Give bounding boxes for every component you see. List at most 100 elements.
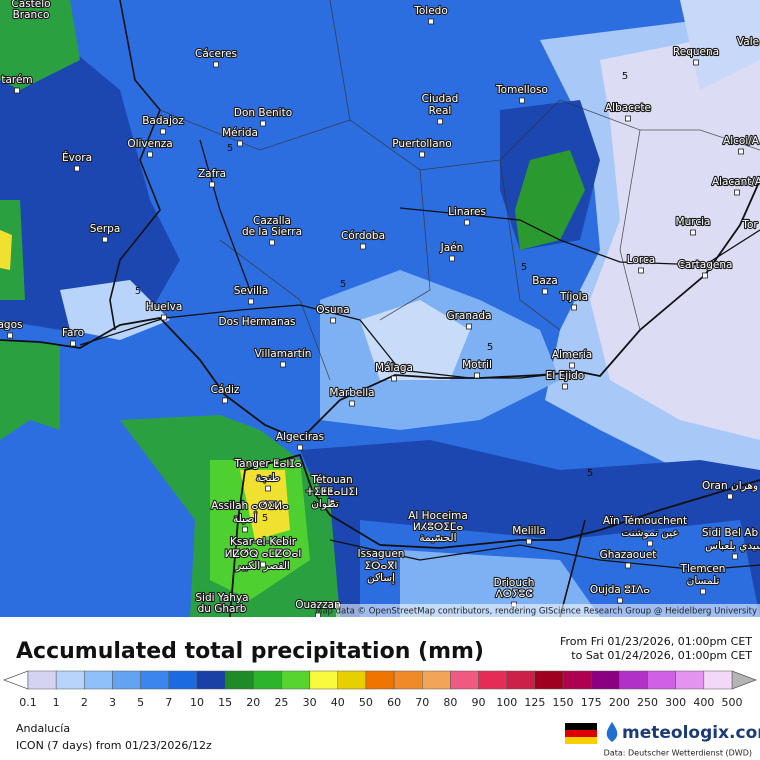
city-label: Sidi Bel Ab	[702, 527, 759, 539]
city-label: Almería	[552, 349, 592, 361]
legend-swatch	[450, 670, 479, 690]
borders	[109, 0, 586, 618]
city-marker	[690, 229, 696, 236]
legend-swatch	[619, 670, 648, 690]
city-label: Tíjola	[559, 291, 588, 303]
city-label: سيدي بلعباس	[705, 540, 760, 552]
city-marker	[213, 61, 219, 68]
legend-swatch	[393, 670, 423, 690]
city-marker	[562, 383, 568, 390]
lightest-area	[590, 20, 760, 440]
city-label: ⵜⵉⵟⵟⴰⵡⵉⵏ	[306, 486, 358, 498]
city-label: Ghazaouet	[600, 549, 657, 561]
city-marker	[437, 118, 443, 125]
city-label: Cazalla	[253, 215, 291, 227]
legend-swatch	[168, 670, 198, 690]
green-area	[0, 200, 25, 300]
legend-swatch	[421, 670, 451, 690]
city-label: Tomelloso	[495, 84, 548, 96]
legend-label: 7	[165, 696, 172, 709]
city-label: du Gharb	[198, 603, 247, 615]
legend-label: 10	[190, 696, 204, 709]
regional-borders	[159, 0, 760, 381]
city-label: Driouch	[494, 577, 535, 589]
legend-swatch	[55, 670, 85, 690]
city-label: Huelva	[146, 301, 183, 313]
period-from: From Fri 01/23/2026, 01:00pm CET	[560, 635, 752, 648]
contour-labels: 5 5 5 5 5 5 5 5	[135, 71, 628, 524]
city-label: Serpa	[90, 223, 121, 235]
city-marker	[734, 189, 740, 196]
green-area	[0, 0, 80, 90]
city-marker	[160, 128, 166, 135]
legend-label: 500	[722, 696, 743, 709]
legend-label: 60	[387, 696, 401, 709]
city-label: Motril	[462, 359, 492, 371]
city-marker	[329, 499, 335, 506]
city-label: Don Benito	[234, 107, 292, 119]
city-marker	[435, 534, 441, 541]
legend-label: 40	[331, 696, 345, 709]
city-label: Linares	[448, 206, 486, 218]
legend-swatch	[590, 670, 620, 690]
city-label: Issaguen	[358, 548, 405, 560]
legend-label: 20	[246, 696, 260, 709]
legend-swatch	[281, 670, 310, 690]
brand[interactable]: meteologix.com	[622, 723, 760, 743]
dark-area	[0, 40, 180, 330]
city-marker	[419, 151, 425, 158]
city-label: ⵍⵃⵓⵙⵉⵎⴰ	[413, 521, 464, 533]
legend-label: 400	[693, 696, 714, 709]
city-marker	[222, 397, 228, 404]
legend-label: 15	[218, 696, 232, 709]
city-marker	[526, 538, 532, 545]
city-label: أصيلة	[233, 511, 257, 525]
legend-label: 250	[637, 696, 658, 709]
contour-label: 5	[587, 468, 593, 479]
flag	[565, 723, 597, 744]
city-label: Melilla	[512, 525, 546, 537]
city-marker	[638, 267, 644, 274]
roads	[79, 139, 760, 571]
city-label: Puertollano	[392, 138, 451, 150]
city-label: Granada	[446, 310, 491, 322]
legend-swatch	[506, 670, 536, 690]
city-label: Branco	[13, 9, 50, 21]
city-label: Ouazzan	[295, 599, 340, 611]
legend-label: 125	[524, 696, 545, 709]
city-label: Tanger ⵟⴰⵏⵊⴰ	[233, 458, 301, 470]
city-label: Cádiz	[211, 384, 240, 396]
city-marker	[360, 243, 366, 250]
city-label: Cáceres	[195, 48, 237, 60]
contour-label: 5	[622, 71, 628, 82]
legend-label: 70	[415, 696, 429, 709]
city-label: Sidi Yahya	[195, 592, 248, 604]
country-border	[559, 519, 586, 618]
city-label: Córdoba	[341, 230, 385, 242]
light-area	[400, 550, 600, 617]
coastline	[0, 179, 760, 442]
yellow-area	[240, 470, 290, 540]
city-marker	[647, 540, 653, 547]
legend-label: 80	[443, 696, 457, 709]
city-marker	[260, 561, 266, 568]
city-label: ⴷⵔⵢⵓⵛ	[495, 588, 533, 600]
attribution: Map data © OpenStreetMap contributors, r…	[315, 607, 757, 617]
region: Andalucía	[16, 722, 70, 735]
city-label: Mérida	[222, 127, 258, 139]
flag-stripe	[565, 730, 597, 737]
contour-label: 5	[340, 279, 346, 290]
contour-label: 5	[262, 513, 268, 524]
city-label: طنجة	[256, 472, 280, 484]
city-label: Olivenza	[127, 138, 172, 150]
city-label: Real	[429, 105, 452, 117]
city-marker	[727, 493, 733, 500]
city-marker	[702, 272, 708, 279]
city-marker	[617, 597, 623, 604]
country-border	[109, 0, 161, 331]
road	[79, 304, 576, 379]
city-label: Tlemcen	[680, 563, 726, 575]
city-label: إساكن	[367, 572, 395, 584]
